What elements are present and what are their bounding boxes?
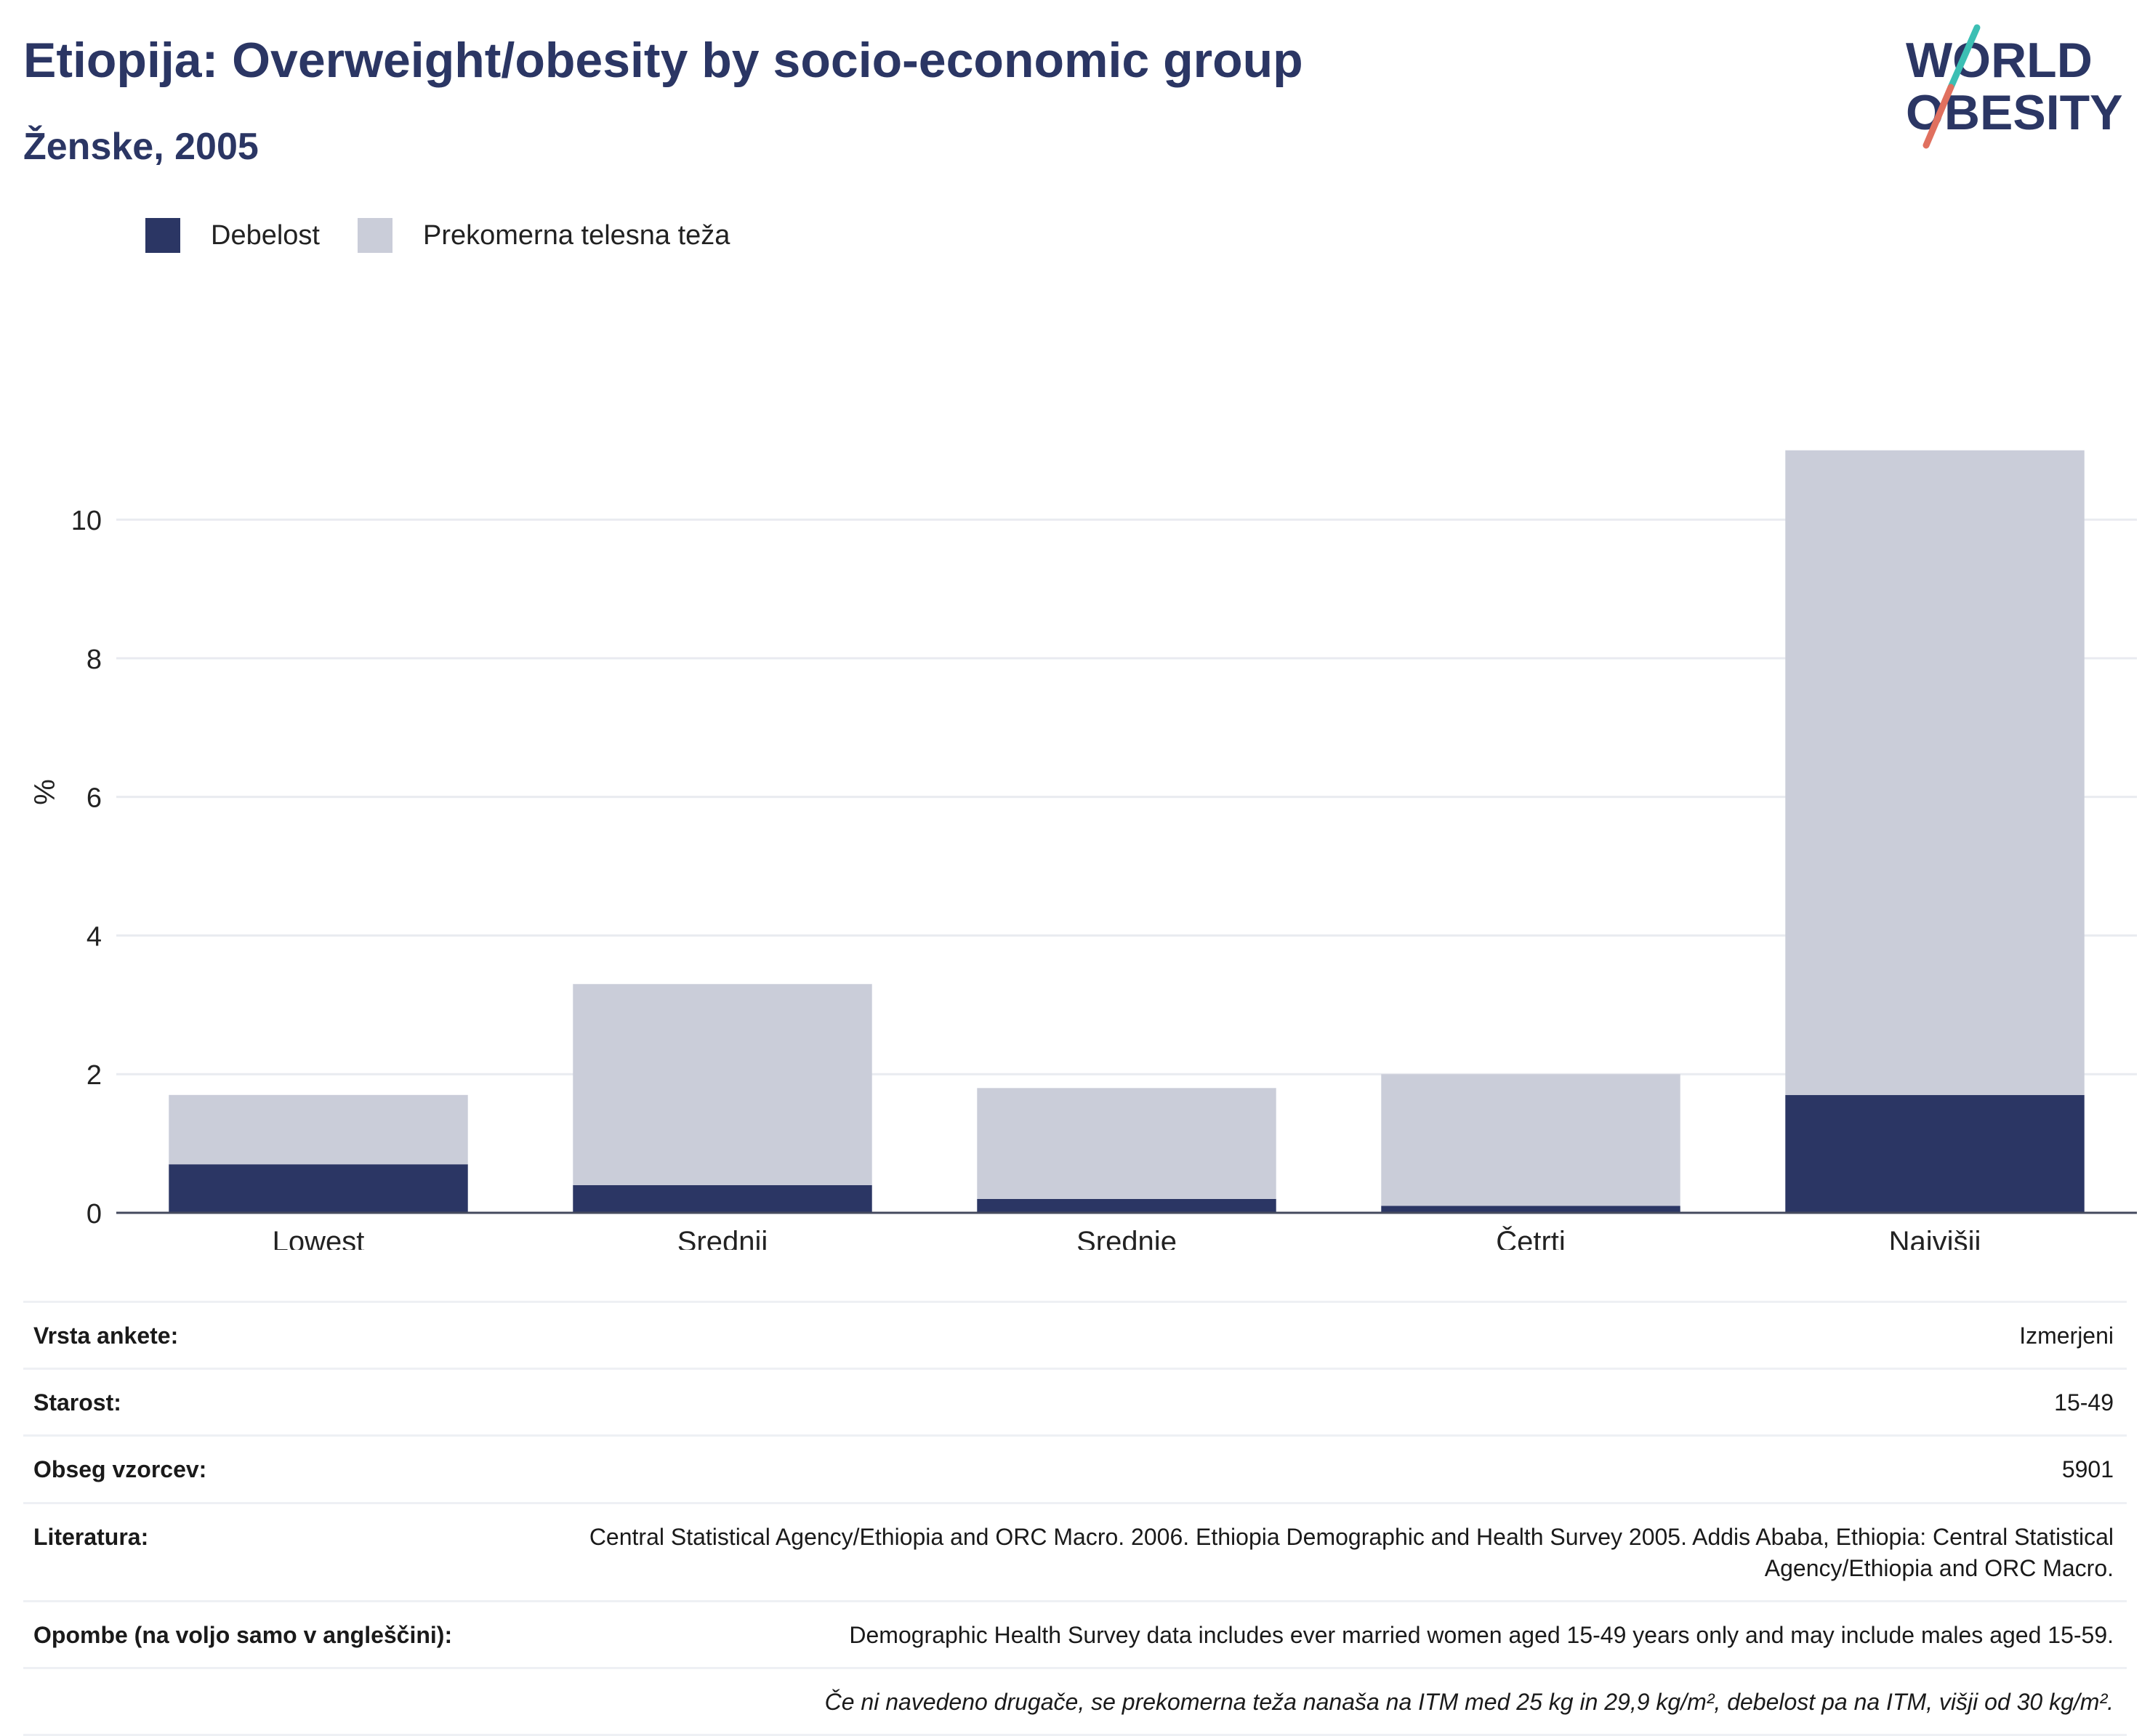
y-tick-label: 8	[86, 645, 102, 675]
info-key: Starost:	[23, 1368, 466, 1436]
info-row-sample-size: Obseg vzorcev: 5901	[23, 1434, 2127, 1503]
y-tick-label: 0	[86, 1199, 102, 1230]
y-tick-label: 6	[86, 783, 102, 814]
chart-legend: Debelost Prekomerna telesna teža	[145, 217, 768, 254]
y-tick-label: 10	[71, 506, 102, 536]
x-tick-label: Srednji	[677, 1226, 768, 1250]
info-value: 15-49	[465, 1368, 2127, 1436]
bar-chart: 0 2 4 6 8 10 Lowest Srednji Srednje Četrti Najviš…	[29, 450, 2137, 1250]
y-tick-labels: 0 2 4 6 8 10	[71, 506, 102, 1230]
info-value: 5901	[465, 1434, 2127, 1503]
bar-overweight[interactable]	[169, 1094, 468, 1165]
bar-obesity[interactable]	[573, 1184, 872, 1213]
legend-swatch-overweight	[357, 218, 392, 253]
info-row-reference: Literatura: Central Statistical Agency/E…	[23, 1501, 2127, 1602]
y-tick-label: 4	[86, 921, 102, 952]
bar-obesity[interactable]	[977, 1198, 1276, 1213]
info-value: Central Statistical Agency/Ethiopia and …	[465, 1501, 2127, 1602]
info-empty	[23, 1667, 466, 1736]
info-key: Opombe (na voljo samo v angleščini):	[23, 1599, 466, 1668]
bars	[169, 450, 2085, 1213]
x-tick-label: Najvišji	[1889, 1226, 1981, 1250]
legend-item-overweight[interactable]: Prekomerna telesna teža	[357, 218, 730, 253]
info-row-notes: Opombe (na voljo samo v angleščini): Dem…	[23, 1599, 2127, 1668]
x-tick-labels: Lowest Srednji Srednje Četrti Najvišji	[273, 1225, 1981, 1250]
bar-obesity[interactable]	[169, 1164, 468, 1213]
bar-overweight[interactable]	[977, 1088, 1276, 1199]
bar-overweight[interactable]	[1381, 1074, 1680, 1206]
info-footnote: Če ni navedeno drugače, se prekomerna te…	[465, 1667, 2127, 1736]
bar-overweight[interactable]	[1785, 450, 2085, 1095]
y-axis-label: %	[29, 779, 61, 805]
info-row-footnote: Če ni navedeno drugače, se prekomerna te…	[23, 1667, 2127, 1736]
info-key: Vrsta ankete:	[23, 1300, 466, 1369]
y-tick-label: 2	[86, 1060, 102, 1091]
legend-item-obesity[interactable]: Debelost	[145, 218, 320, 253]
x-tick-label: Četrti	[1496, 1225, 1566, 1250]
x-tick-label: Lowest	[273, 1226, 365, 1250]
x-tick-label: Srednje	[1076, 1226, 1177, 1250]
bar-overweight[interactable]	[573, 984, 872, 1185]
bar-obesity[interactable]	[1785, 1094, 2085, 1213]
bar-obesity[interactable]	[1381, 1206, 1680, 1213]
legend-label-overweight: Prekomerna telesna teža	[422, 219, 730, 251]
chart-subtitle: Ženske, 2005	[23, 126, 259, 168]
world-obesity-logo: WORLD OBESITY	[1906, 24, 2123, 149]
survey-info-table: Vrsta ankete: Izmerjeni Starost: 15-49 O…	[23, 1300, 2127, 1736]
info-row-survey-type: Vrsta ankete: Izmerjeni	[23, 1300, 2127, 1369]
logo-text-world: WORLD	[1906, 33, 2093, 88]
info-row-age: Starost: 15-49	[23, 1368, 2127, 1436]
info-value: Izmerjeni	[465, 1300, 2127, 1369]
legend-label-obesity: Debelost	[211, 219, 320, 251]
info-key: Obseg vzorcev:	[23, 1434, 466, 1503]
info-key: Literatura:	[23, 1501, 466, 1602]
info-value: Demographic Health Survey data includes …	[465, 1599, 2127, 1668]
logo-slash-top	[1947, 24, 1981, 91]
logo-slash-bottom	[1922, 84, 1954, 149]
legend-swatch-obesity	[145, 218, 180, 253]
chart-title: Etiopija: Overweight/obesity by socio-ec…	[23, 33, 1303, 88]
